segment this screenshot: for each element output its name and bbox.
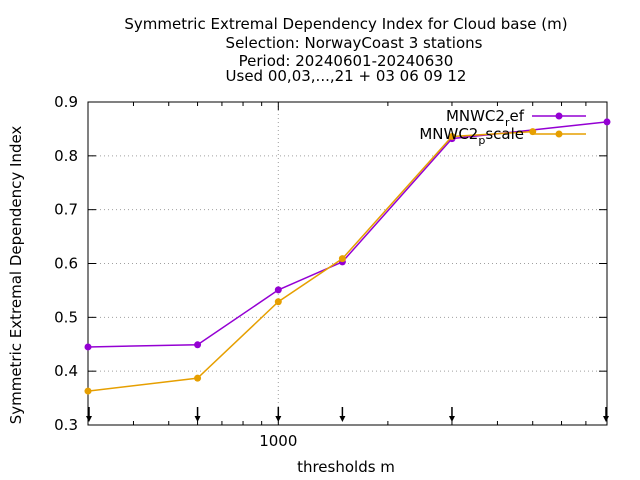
data-point	[448, 132, 456, 140]
x-axis-label: thresholds m	[297, 458, 395, 476]
chart-title: Symmetric Extremal Dependency Index for …	[124, 15, 567, 85]
title-line-2: Selection: NorwayCoast 3 stations	[226, 34, 483, 52]
data-point	[194, 374, 202, 382]
series-MNWC2_ref	[84, 118, 611, 351]
ticks: 0.3 0.4 0.5 0.6 0.7 0.8 0.9 1000	[54, 93, 609, 450]
threshold-arrow-head	[448, 416, 455, 422]
threshold-arrow-head	[339, 416, 346, 422]
threshold-arrow	[603, 407, 609, 422]
title-line-4: Used 00,03,...,21 + 03 06 09 12	[226, 67, 467, 85]
data-point	[274, 286, 282, 294]
y-axis-label: Symmetric Extremal Dependency Index	[7, 126, 25, 425]
x-tick-label: 1000	[259, 432, 297, 450]
y-tick-label: 0.5	[54, 308, 78, 326]
threshold-arrow-head	[194, 416, 201, 422]
threshold-arrow	[448, 407, 455, 422]
data-point	[338, 255, 346, 263]
data-point	[84, 387, 92, 395]
threshold-arrow	[194, 407, 201, 422]
legend-label-rest: ef	[509, 107, 524, 125]
legend-label-rest: scale	[485, 125, 524, 143]
series-MNWC2_pscale	[84, 128, 537, 395]
threshold-arrow-head	[603, 416, 609, 422]
data-point	[274, 298, 282, 306]
y-tick-label: 0.9	[54, 93, 78, 111]
grid	[88, 102, 607, 425]
y-tick-label: 0.8	[54, 147, 78, 165]
threshold-arrow	[86, 407, 92, 422]
threshold-arrow-head	[86, 416, 92, 422]
legend-label: MNWC2pscale	[419, 125, 524, 147]
threshold-arrow	[275, 407, 282, 422]
legend-label-main: MNWC2	[419, 125, 478, 143]
title-line-3: Period: 20240601-20240630	[239, 52, 454, 70]
data-point	[84, 343, 92, 351]
legend-label-main: MNWC2	[446, 107, 505, 125]
threshold-arrow	[339, 407, 346, 422]
y-tick-label: 0.6	[54, 255, 78, 273]
legend-swatch-point	[555, 112, 563, 120]
series-line	[87, 121, 608, 348]
y-tick-label: 0.7	[54, 201, 78, 219]
data-point	[603, 118, 611, 126]
legend-entry-MNWC2_ref: MNWC2ref	[446, 107, 586, 129]
legend-label-sub: p	[478, 134, 485, 147]
legend-label-sub: r	[505, 116, 510, 129]
series-line	[87, 130, 533, 392]
legend-label: MNWC2ref	[446, 107, 525, 129]
threshold-arrow-head	[275, 416, 282, 422]
y-tick-label: 0.4	[54, 362, 78, 380]
plot-border	[87, 101, 608, 426]
title-line-1: Symmetric Extremal Dependency Index for …	[124, 15, 567, 33]
legend-entry-MNWC2_pscale: MNWC2pscale	[419, 125, 586, 147]
legend-swatch-point	[555, 130, 563, 138]
y-tick-label: 0.3	[54, 416, 78, 434]
data-point	[194, 341, 202, 349]
series-group	[84, 118, 611, 395]
axes	[87, 101, 608, 426]
